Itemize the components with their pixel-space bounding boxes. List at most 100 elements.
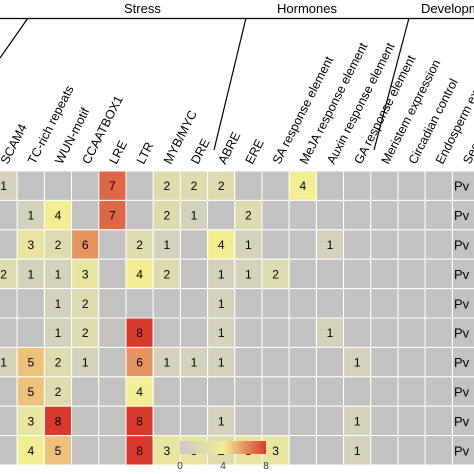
cell-value-label: 7: [109, 179, 116, 193]
column-label: LTR: [134, 140, 157, 167]
cell-value-label: 1: [0, 179, 7, 193]
heatmap-cell: [288, 258, 317, 290]
heatmap-cell: [343, 229, 372, 260]
heatmap-cell: [125, 346, 154, 378]
heatmap-cell: [125, 258, 154, 290]
cell-value-label: 5: [27, 356, 34, 370]
cell-value-label: 8: [55, 414, 62, 428]
cell-value-label: 1: [354, 414, 361, 428]
cell-value-label: 1: [82, 356, 89, 370]
heatmap-cell: [0, 376, 18, 407]
heatmap-cell: [424, 229, 453, 260]
heatmap-cell: [179, 405, 209, 437]
cell-value-label: 1: [218, 356, 225, 370]
heatmap-cell: [397, 435, 426, 466]
row-label: Pv: [454, 238, 470, 253]
row-label: Pv: [454, 326, 470, 341]
row-label: Pv: [454, 355, 470, 370]
heatmap-cell: [234, 317, 263, 348]
group-header: Stress Hormones Developm: [0, 1, 474, 151]
cell-value-label: 2: [163, 267, 170, 281]
heatmap-cell: [43, 405, 73, 437]
legend-tick-min: 0: [177, 461, 183, 472]
heatmap-cell: [152, 317, 181, 348]
heatmap-cell: [261, 317, 290, 348]
heatmap-cell: [71, 170, 100, 201]
row-label: Pv: [454, 414, 470, 429]
heatmap-cell: [261, 346, 290, 378]
cell-value-label: 3: [27, 238, 34, 252]
cell-value-label: 1: [327, 238, 334, 252]
heatmap-cell: [397, 288, 426, 319]
heatmap-cell: [343, 258, 372, 290]
heatmap-cell: [370, 435, 399, 466]
cell-value-label: 1: [0, 356, 7, 370]
heatmap-cell: [288, 199, 317, 231]
heatmap-cell: [397, 376, 426, 407]
cell-value-label: 1: [245, 238, 252, 252]
heatmap-cell: [0, 229, 18, 260]
heatmap-cell: [0, 288, 18, 319]
heatmap-cell: [71, 317, 100, 348]
heatmap-cell: [16, 317, 45, 348]
heatmap-cell: [234, 405, 263, 437]
cell-value-label: 2: [55, 356, 62, 370]
heatmap-cell: [397, 405, 426, 437]
heatmap-cell: [207, 346, 236, 378]
heatmap-cell: [16, 288, 45, 319]
heatmap-cell: [343, 199, 372, 231]
heatmap-cell: [370, 199, 399, 231]
cell-value-label: 1: [218, 297, 225, 311]
heatmap-cell: [288, 288, 317, 319]
heatmap-cell: [261, 288, 290, 319]
group-divider-hormones-develop: [373, 17, 410, 151]
heatmap-cell: [424, 435, 453, 466]
cell-value-label: 2: [55, 238, 62, 252]
column-label: DRE: [188, 136, 212, 166]
heatmap-cell: [424, 258, 453, 290]
heatmap-cell: [125, 170, 154, 201]
heatmap-cell: [16, 405, 45, 437]
heatmap-cell: [179, 229, 209, 260]
heatmap-cell: [207, 317, 236, 348]
heatmap-cell: [424, 405, 453, 437]
cell-value-label: 1: [218, 414, 225, 428]
cell-value-label: 1: [354, 444, 361, 458]
cell-value-label: 3: [82, 267, 89, 281]
heatmap-cell: [234, 199, 263, 231]
row-label: Pv: [454, 443, 470, 458]
heatmap-cell: [0, 435, 18, 466]
cell-value-label: 1: [191, 356, 198, 370]
cell-value-label: 2: [272, 267, 279, 281]
cell-value-label: 1: [191, 209, 198, 223]
heatmap-cell: [288, 376, 317, 407]
heatmap-cell: [43, 258, 73, 290]
heatmap-cell: [43, 346, 73, 378]
heatmap-cell: [152, 405, 181, 437]
heatmap-cell: [288, 435, 317, 466]
cell-value-label: 1: [218, 267, 225, 281]
heatmap-cell: [207, 376, 236, 407]
row-label: Pv: [454, 179, 470, 194]
heatmap-cell: [125, 435, 154, 466]
heatmap-cell: [234, 288, 263, 319]
heatmap-cell: [16, 258, 45, 290]
heatmap-cell: [424, 170, 453, 201]
cell-value-label: 7: [109, 209, 116, 223]
row-label: Pv: [454, 267, 470, 282]
cell-value-label: 6: [82, 238, 89, 252]
row-label: Pv: [454, 296, 470, 311]
heatmap-cell: [179, 170, 209, 201]
heatmap-cell: [370, 258, 399, 290]
heatmap-cell: [315, 288, 345, 319]
heatmap-cell: [0, 199, 18, 231]
heatmap-cell: [343, 317, 372, 348]
heatmap-cell: [71, 376, 100, 407]
cell-value-label: 1: [245, 267, 252, 281]
heatmap-cell: [43, 170, 73, 201]
heatmap-cell: [343, 170, 372, 201]
cell-value-label: 1: [163, 238, 170, 252]
group-label-hormones: Hormones: [277, 1, 337, 16]
heatmap-cell: [424, 376, 453, 407]
cell-value-label: 2: [245, 209, 252, 223]
